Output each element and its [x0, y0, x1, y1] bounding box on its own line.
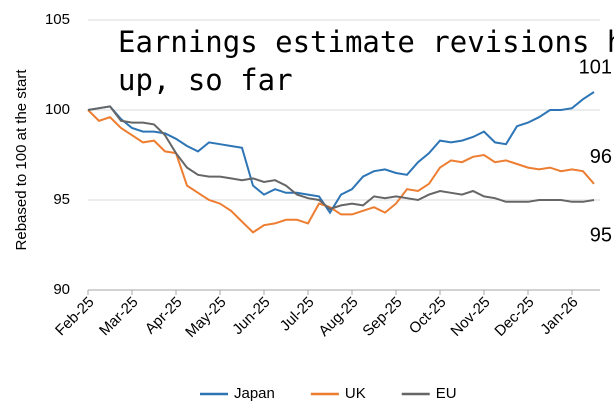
legend-label: Japan — [234, 385, 275, 402]
x-tick-label: Dec-25 — [491, 294, 537, 340]
title-line: Earnings estimate revisions holding — [118, 25, 614, 59]
end-label: 95 — [590, 224, 612, 246]
x-tick-label: Oct-25 — [406, 294, 450, 338]
legend-label: EU — [436, 385, 457, 402]
line-uk — [87, 109, 595, 234]
x-tick-label: Jan-26 — [537, 294, 581, 338]
x-tick-label: Aug-25 — [315, 294, 361, 340]
x-tick-label: Apr-25 — [142, 294, 186, 338]
line-japan — [87, 91, 595, 215]
end-label: 101 — [579, 56, 612, 78]
end-label: 96 — [590, 146, 612, 168]
y-axis-label: Rebased to 100 at the start — [13, 69, 30, 251]
y-tick-label: 105 — [45, 11, 70, 28]
y-tick-label: 100 — [45, 101, 70, 118]
x-tick-label: Sep-25 — [359, 294, 405, 340]
x-tick-label: Feb-25 — [52, 294, 98, 340]
x-tick-label: Jul-25 — [277, 294, 318, 335]
x-tick-label: Mar-25 — [96, 294, 142, 340]
title-line: up, so far — [118, 63, 293, 97]
y-tick-label: 90 — [53, 281, 70, 298]
chart-title: Earnings estimate revisions holding up, s… — [118, 25, 614, 97]
line-eu — [87, 105, 595, 211]
x-tick-label: May-25 — [182, 294, 229, 341]
y-tick-label: 95 — [53, 191, 70, 208]
x-tick-label: Nov-25 — [447, 294, 493, 340]
legend-label: UK — [345, 385, 366, 402]
x-tick-label: Jun-25 — [229, 294, 273, 338]
